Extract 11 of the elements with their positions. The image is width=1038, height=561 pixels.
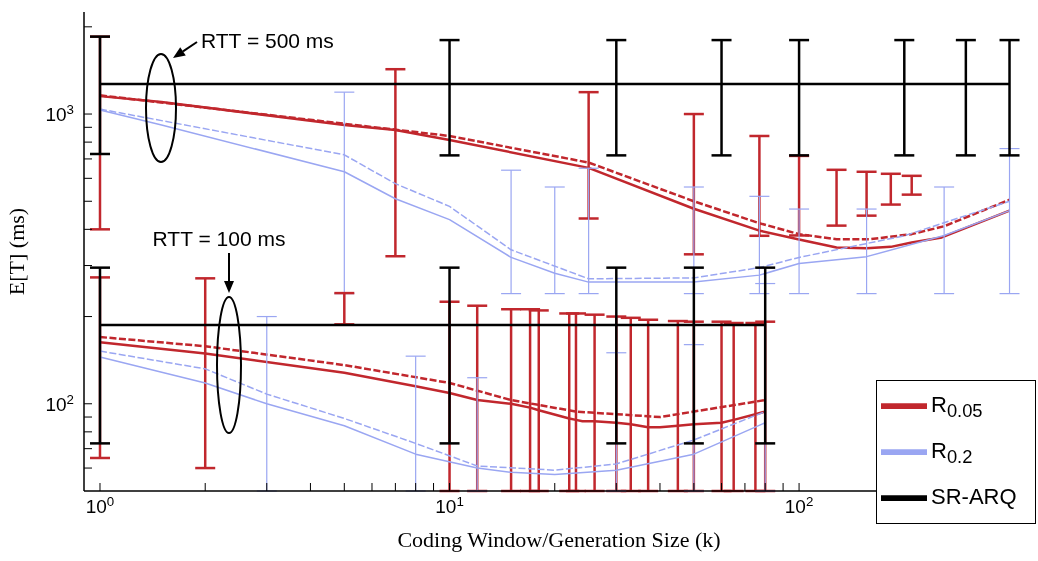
annotation: RTT = 500 ms xyxy=(201,28,334,52)
x-axis-title: Coding Window/Generation Size (k) xyxy=(397,527,721,552)
x-tick-label: 10$^{2}$ xyxy=(784,493,814,517)
legend-label: R$_{0.2}$ xyxy=(931,437,973,468)
y-tick-label: 10$^{3}$ xyxy=(45,101,74,126)
y-axis-title: E[T] (ms) xyxy=(3,207,29,296)
x-tick-label: 10$^{0}$ xyxy=(85,493,115,517)
x-tick-label: 10$^{1}$ xyxy=(435,493,464,517)
legend-label: SR-ARQ xyxy=(931,483,1017,509)
annotation: RTT = 100 ms xyxy=(152,226,286,250)
legend-label: R$_{0.05}$ xyxy=(931,391,983,422)
